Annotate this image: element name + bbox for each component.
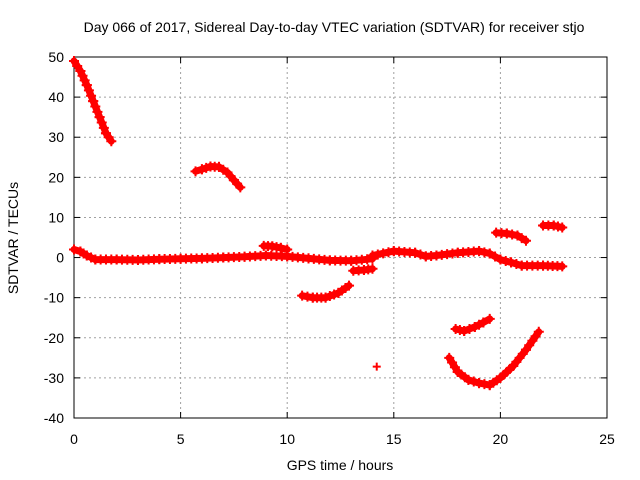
y-tick-label: 30 xyxy=(48,129,64,145)
series-arc-5 xyxy=(348,264,377,276)
y-tick-label: 0 xyxy=(56,250,64,266)
chart-title: Day 066 of 2017, Sidereal Day-to-day VTE… xyxy=(84,19,585,35)
x-tick-label: 15 xyxy=(386,431,402,447)
series-layer xyxy=(69,56,567,390)
series-isolated xyxy=(373,363,381,371)
y-tick-label: 40 xyxy=(48,89,64,105)
series-arc-7 xyxy=(444,327,544,390)
tick-layer: 0 5 10 15 20 25 50 40 30 20 10 0 -10 -20 -30 -40 xyxy=(44,49,615,447)
x-tick-label: 20 xyxy=(493,431,509,447)
series-line xyxy=(373,251,563,266)
series-baseline-1 xyxy=(69,245,377,266)
y-tick-label: 20 xyxy=(48,169,64,185)
series-arc-8 xyxy=(491,228,531,246)
x-tick-label: 25 xyxy=(599,431,615,447)
series-arc-1 xyxy=(69,56,116,146)
y-tick-label: 50 xyxy=(48,49,64,65)
y-tick-label: -30 xyxy=(44,370,64,386)
y-axis-label: SDTVAR / TECUs xyxy=(5,182,21,294)
series-arc-2 xyxy=(191,162,246,193)
x-tick-label: 0 xyxy=(70,431,78,447)
y-tick-label: -40 xyxy=(44,410,64,426)
y-tick-label: -20 xyxy=(44,330,64,346)
data-point xyxy=(373,363,381,371)
series-arc-4 xyxy=(297,281,354,303)
series-arc-6 xyxy=(451,314,495,336)
y-tick-label: 10 xyxy=(48,209,64,225)
x-axis-label: GPS time / hours xyxy=(287,457,394,473)
x-tick-label: 5 xyxy=(177,431,185,447)
series-baseline-2 xyxy=(367,246,567,271)
chart: 0 5 10 15 20 25 50 40 30 20 10 0 -10 -20 -30 -40 Day 06… xyxy=(0,0,640,480)
y-tick-label: -10 xyxy=(44,290,64,306)
x-tick-label: 10 xyxy=(279,431,295,447)
series-arc-9 xyxy=(538,220,567,232)
